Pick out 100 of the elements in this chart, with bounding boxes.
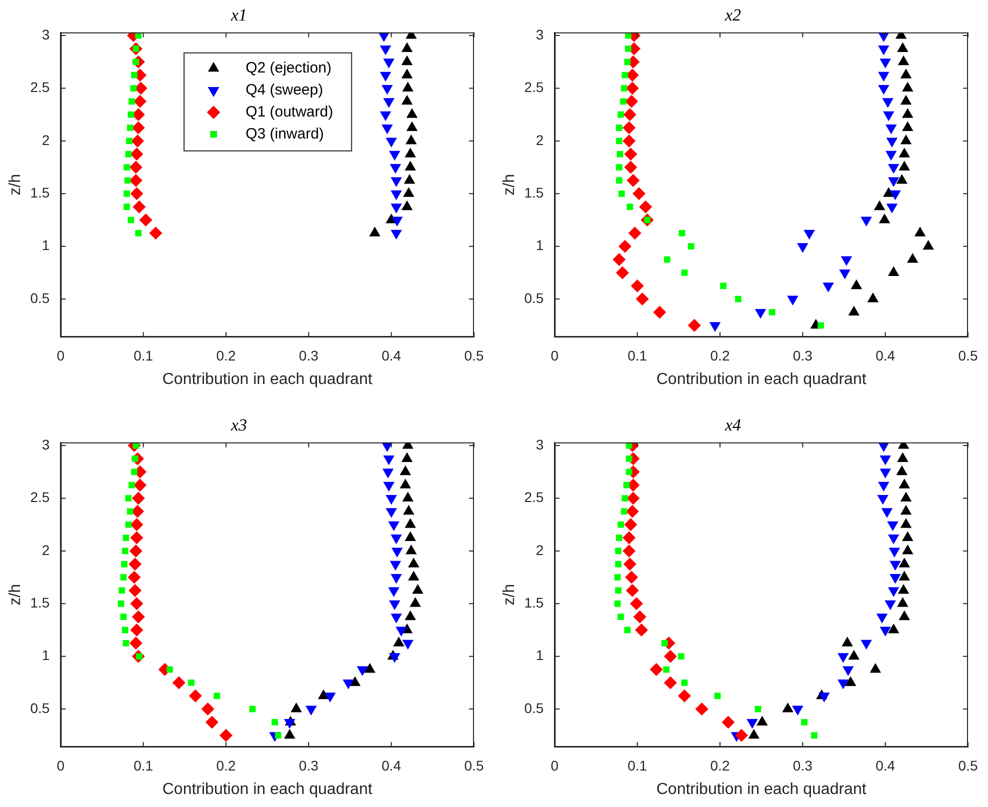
point (614, 600, 621, 607)
x-tick-label: 0.3 (792, 757, 813, 774)
legend-label: Q4 (sweep) (246, 82, 324, 99)
chart-title: x1 (230, 6, 248, 25)
x-tick-label: 0.4 (382, 757, 402, 774)
point (888, 587, 900, 597)
y-tick-label: 2.5 (524, 489, 544, 506)
point (130, 531, 144, 544)
y-tick-label: 3 (536, 436, 544, 452)
point (402, 82, 414, 92)
point (131, 134, 144, 148)
x-axis-title: Contribution in each quadrant (656, 780, 867, 798)
chart-title: x4 (724, 416, 742, 435)
point (130, 624, 144, 637)
x-axis-title: Contribution in each quadrant (162, 370, 373, 388)
y-tick-label: 2 (536, 542, 544, 558)
point (125, 150, 132, 158)
point (797, 243, 808, 253)
point (401, 200, 413, 210)
point (126, 138, 132, 144)
point (661, 640, 668, 646)
point (130, 85, 137, 92)
y-tick-label: 0.5 (524, 700, 544, 716)
y-tick-label: 2 (536, 132, 544, 148)
point (626, 504, 639, 518)
point (356, 666, 368, 676)
point (306, 706, 317, 716)
point (636, 292, 649, 306)
x-tick-label: 0.5 (958, 347, 978, 364)
point (876, 614, 888, 624)
point (616, 124, 622, 131)
point (401, 68, 413, 78)
point (126, 508, 134, 515)
x-tick-label: 0.2 (710, 757, 730, 774)
point (623, 108, 636, 122)
point (404, 160, 416, 171)
point (129, 160, 142, 174)
point (205, 716, 218, 729)
point (622, 531, 636, 544)
point (401, 42, 413, 52)
point (324, 692, 336, 702)
point (120, 614, 127, 620)
point (121, 560, 128, 568)
y-tick-label: 1.5 (30, 594, 50, 611)
x-tick-label: 0 (56, 757, 65, 774)
point (630, 597, 644, 610)
point (396, 626, 407, 637)
point (130, 187, 144, 200)
point (620, 85, 628, 92)
point (902, 82, 914, 92)
point (900, 68, 912, 78)
point (622, 121, 636, 134)
point (860, 216, 872, 227)
y-tick-label: 1.5 (524, 184, 544, 201)
point (614, 574, 621, 580)
point (390, 614, 402, 624)
point (653, 306, 666, 319)
point (625, 94, 638, 108)
point (768, 309, 776, 316)
point (342, 679, 354, 690)
point (404, 148, 416, 158)
point (622, 134, 636, 148)
point (149, 226, 162, 240)
point (839, 269, 850, 280)
point (130, 148, 144, 161)
point (838, 679, 849, 690)
point (406, 134, 417, 144)
point (618, 111, 624, 118)
y-tick-label: 1.5 (30, 184, 50, 201)
point (678, 230, 686, 236)
point (118, 587, 126, 594)
point (888, 177, 900, 187)
point (898, 55, 910, 66)
y-tick-label: 2.5 (30, 489, 50, 506)
x-tick-label: 0.1 (628, 757, 648, 774)
point (131, 504, 144, 518)
x-axis-title: Contribution in each quadrant (656, 370, 867, 388)
y-tick-label: 3 (42, 436, 50, 452)
point (401, 452, 413, 462)
point (122, 640, 130, 646)
y-tick-label: 1.5 (524, 594, 544, 611)
point (720, 282, 726, 290)
y-axis-title: z/h (7, 174, 24, 196)
y-tick-label: 1 (536, 237, 544, 254)
point (131, 72, 138, 78)
point (842, 666, 854, 676)
point (616, 266, 629, 280)
point (818, 322, 824, 329)
point (626, 82, 639, 95)
y-tick-label: 0.5 (30, 290, 50, 306)
point (618, 190, 625, 197)
point (624, 518, 638, 532)
point (129, 636, 142, 650)
point (681, 680, 688, 686)
point (118, 600, 124, 607)
point (618, 521, 624, 528)
point (128, 216, 134, 224)
point (678, 653, 684, 660)
point (787, 296, 798, 306)
x-tick-label: 0.1 (134, 757, 154, 774)
